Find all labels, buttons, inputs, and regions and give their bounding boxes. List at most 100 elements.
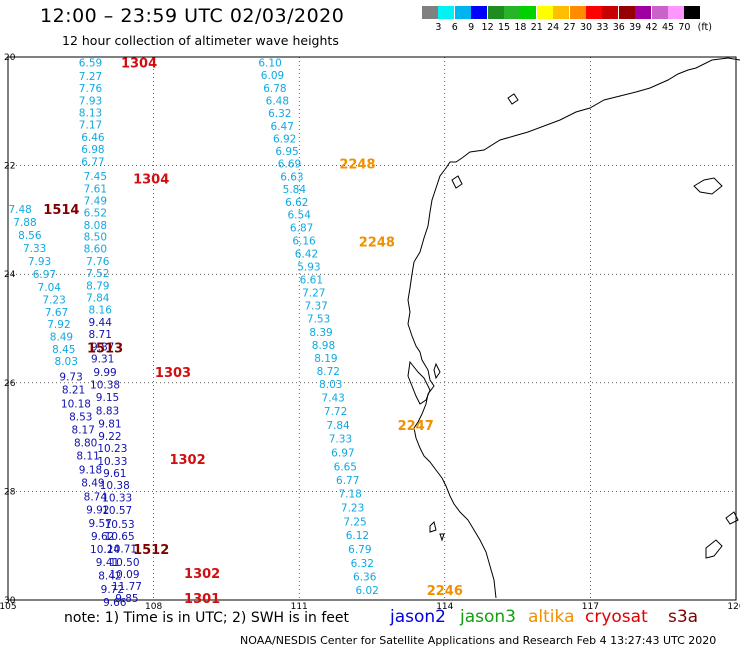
legend-label: 33 xyxy=(596,22,609,33)
island-7 xyxy=(429,521,437,533)
wave-height-value: 6.98 xyxy=(81,144,104,156)
island-5 xyxy=(705,539,723,559)
wave-height-value: 6.87 xyxy=(290,223,313,235)
wave-height-value: 6.77 xyxy=(81,156,104,168)
wave-height-value: 7.84 xyxy=(326,420,350,432)
satellite-jason2: jason2 xyxy=(390,607,446,627)
track: 9.738.21 10.188.538.17 8.808.11 9.188.498.7… xyxy=(59,371,169,609)
legend-swatch xyxy=(422,6,438,19)
track: 9.448.719.879.319.9910.389.158.839.819.2… xyxy=(89,317,221,607)
legend-label: 30 xyxy=(579,22,593,33)
wave-height-value: 7.53 xyxy=(307,314,330,326)
map-title: 12:00 – 23:59 UTC 02/03/2020 xyxy=(40,5,345,27)
wave-height-value: 9.44 xyxy=(89,317,113,329)
wave-height-value: 6.59 xyxy=(79,57,102,69)
lat-tick-label: 20 xyxy=(4,53,16,63)
island-3 xyxy=(451,175,463,189)
wave-height-value: 6.47 xyxy=(271,121,294,133)
wave-height-value: 7.25 xyxy=(343,516,366,528)
legend-label: 27 xyxy=(563,22,576,33)
pass-time-label: 2248 xyxy=(339,157,375,172)
wave-height-value: 8.49 xyxy=(81,478,104,490)
legend-swatch xyxy=(618,6,635,19)
island-6 xyxy=(725,511,739,525)
wave-height-value: 7.27 xyxy=(302,288,325,300)
wave-height-value: 6.65 xyxy=(334,461,357,473)
wave-height-value: 6.69 xyxy=(278,158,301,170)
wave-height-value: 10.38 xyxy=(100,480,130,492)
wave-height-value: 6.48 xyxy=(266,95,289,107)
island-2 xyxy=(693,177,723,195)
lon-tick-label: 111 xyxy=(291,602,308,612)
bay-inlet xyxy=(407,360,431,405)
legend-label: 24 xyxy=(547,22,560,33)
wave-height-value: 10.38 xyxy=(90,379,120,391)
wave-height-value: 10.53 xyxy=(105,519,135,531)
wave-height-value: 8.13 xyxy=(79,107,102,119)
wave-height-value: 8.03 xyxy=(319,379,342,391)
legend-label: 39 xyxy=(629,22,642,33)
wave-height-value: 7.93 xyxy=(79,95,102,107)
wave-height-value: 6.42 xyxy=(295,249,318,261)
wave-height-value: 8.03 xyxy=(55,356,78,368)
wave-height-value: 9.15 xyxy=(96,392,119,404)
legend-swatch xyxy=(602,6,619,19)
wave-height-value: 6.10 xyxy=(258,57,281,69)
wave-height-value: 8.50 xyxy=(84,232,107,244)
lon-tick-label: 108 xyxy=(145,602,162,612)
wave-height-value: 7.61 xyxy=(84,183,107,195)
pass-time-label: 1304 xyxy=(121,56,157,71)
track: 6.106.096.786.486.326.476.926.956.696.63… xyxy=(258,57,463,599)
wave-height-value: 8.72 xyxy=(317,366,340,378)
wave-height-value: 8.60 xyxy=(84,244,107,256)
wave-height-value: 7.76 xyxy=(79,83,103,95)
legend-swatch xyxy=(471,6,488,19)
wave-height-value: 8.49 xyxy=(50,332,73,344)
wave-height-value: 7.49 xyxy=(84,195,107,207)
wave-height-value: 7.48 xyxy=(8,204,31,216)
legend-swatch xyxy=(635,6,652,19)
wave-height-value: 8.19 xyxy=(314,353,337,365)
wave-height-value: 9.62 xyxy=(91,531,114,543)
wave-height-value: 6.54 xyxy=(288,209,312,221)
wave-height-value: 8.53 xyxy=(69,411,92,423)
wave-height-value: 9.72 xyxy=(101,584,124,596)
wave-height-value: 10.50 xyxy=(109,557,139,569)
wave-height-value: 9.81 xyxy=(98,419,121,431)
legend-swatch xyxy=(684,6,701,19)
coastline xyxy=(407,57,740,599)
legend-label: 9 xyxy=(468,22,475,33)
wave-height-value: 7.93 xyxy=(28,256,51,268)
legend-swatch xyxy=(454,6,471,19)
legend-swatch xyxy=(553,6,570,19)
lat-tick-label: 26 xyxy=(4,379,16,389)
plot-frame xyxy=(7,56,737,601)
track: 6.597.277.767.938.137.176.466.986.777.45… xyxy=(79,56,169,316)
wave-height-value: 9.99 xyxy=(93,367,116,379)
legend-label: 70 xyxy=(678,22,691,33)
wave-height-value: 6.97 xyxy=(33,269,56,281)
wave-height-value: 9.73 xyxy=(59,371,82,383)
wave-height-value: 9.85 xyxy=(115,593,138,605)
wave-height-value: 9.57 xyxy=(89,518,112,530)
legend-label: 36 xyxy=(612,22,625,33)
wave-height-value: 10.71 xyxy=(107,543,137,555)
pass-time-label: 1513 xyxy=(87,342,123,357)
wave-height-value: 10.24 xyxy=(90,544,120,556)
wave-height-value: 9.18 xyxy=(79,465,102,477)
lat-tick-label: 28 xyxy=(4,487,16,497)
legend-swatch xyxy=(520,6,537,19)
wave-height-value: 8.39 xyxy=(309,327,332,339)
pass-time-label: 2247 xyxy=(398,419,434,434)
map-subtitle: 12 hour collection of altimeter wave hei… xyxy=(62,33,339,48)
wave-height-value: 6.92 xyxy=(273,133,296,145)
wave-height-value: 10.33 xyxy=(102,492,132,504)
lon-tick-label: 117 xyxy=(582,602,599,612)
pass-time-label: 1303 xyxy=(155,366,191,381)
pass-time-label: 1304 xyxy=(133,173,169,188)
wave-height-value: 6.63 xyxy=(280,171,303,183)
wave-height-value: 9.87 xyxy=(91,341,114,353)
wave-height-value: 5.93 xyxy=(297,262,320,274)
wave-height-value: 6.46 xyxy=(81,132,105,144)
island-8 xyxy=(439,533,445,542)
